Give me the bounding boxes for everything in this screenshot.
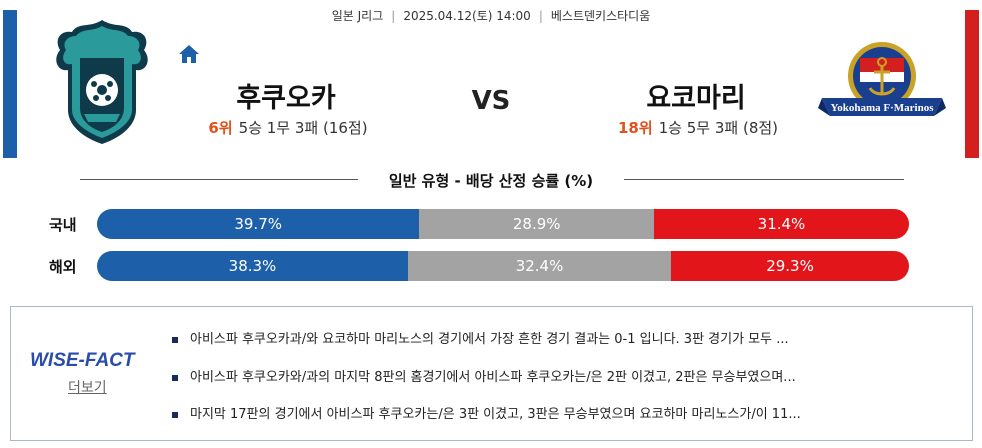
stadium-label: 베스트덴키스타디움 [550,9,651,23]
match-datetime: 2025.04.12(토) 14:00 [403,9,531,23]
loss-probability-segment: 29.3% [671,251,909,281]
fact-text: 아비스파 후쿠오카과/와 요코하마 마리노스의 경기에서 가장 흔한 경기 결과… [190,332,789,347]
home-record-text: 5승 1무 3패 (16점) [238,119,368,137]
more-link[interactable]: 더보기 [68,380,107,396]
vs-label: VS [471,86,511,116]
odds-section-title: 일반 유형 - 배당 산정 승률 (%) [388,172,594,190]
home-team-logo [56,20,148,144]
win-probability-text: 38.3% [228,257,277,275]
away-team-record: 18위 1승 5무 3패 (8점) [578,117,818,138]
wise-fact-logo: WISE-FACT [30,350,136,371]
wise-fact-panel [10,306,973,441]
draw-probability-text: 32.4% [515,257,564,275]
league-label: 일본 J리그 [331,9,384,23]
loss-probability-text: 29.3% [766,257,814,275]
fact-item[interactable]: 아비스파 후쿠오카와/과의 마지막 8판의 홈경기에서 아비스파 후쿠오카는/은… [172,366,932,385]
draw-probability-text: 28.9% [512,215,561,233]
divider-right [624,179,904,180]
divider-left [80,179,358,180]
win-probability-text: 39.7% [234,215,282,233]
odds-bar-overseas: 38.3% 32.4% 29.3% [97,251,909,281]
match-meta: 일본 J리그 | 2025.04.12(토) 14:00 | 베스트덴키스타디움 [331,9,651,23]
win-probability-segment: 39.7% [97,209,420,239]
home-rank: 6위 [208,119,233,137]
away-record-text: 1승 5무 3패 (8점) [658,119,779,137]
home-color-bar [3,10,17,158]
fact-item[interactable]: 마지막 17판의 경기에서 아비스파 후쿠오카는/은 3판 이겼고, 3판은 무… [172,403,932,422]
home-team-name[interactable]: 후쿠오카 [236,83,336,114]
odds-bar-domestic: 39.7% 28.9% 31.4% [97,209,909,239]
fact-text: 마지막 17판의 경기에서 아비스파 후쿠오카는/은 3판 이겼고, 3판은 무… [190,407,801,422]
home-icon[interactable] [178,44,200,64]
fact-text: 아비스파 후쿠오카와/과의 마지막 8판의 홈경기에서 아비스파 후쿠오카는/은… [190,370,796,385]
away-logo-text: Yokohama F·Marinos [831,102,935,114]
odds-row-label-domestic: 국내 [49,216,77,234]
win-probability-segment: 38.3% [97,251,408,281]
draw-probability-segment: 28.9% [419,209,655,239]
bullet-icon [172,411,178,418]
away-color-bar [965,10,979,158]
bullet-icon [172,374,178,381]
draw-probability-segment: 32.4% [407,251,672,281]
away-rank: 18위 [617,119,653,137]
home-team-record: 6위 5승 1무 3패 (16점) [168,117,408,138]
wise-fact-logo-text: WISE-FACT [30,350,136,371]
away-team-name[interactable]: 요코마리 [646,83,746,114]
bullet-icon [172,336,178,343]
odds-row-label-overseas: 해외 [49,258,77,276]
fact-item[interactable]: 아비스파 후쿠오카과/와 요코하마 마리노스의 경기에서 가장 흔한 경기 결과… [172,328,932,347]
loss-probability-segment: 31.4% [654,209,909,239]
loss-probability-text: 31.4% [757,215,806,233]
away-team-logo: Yokohama F·Marinos [818,42,946,116]
